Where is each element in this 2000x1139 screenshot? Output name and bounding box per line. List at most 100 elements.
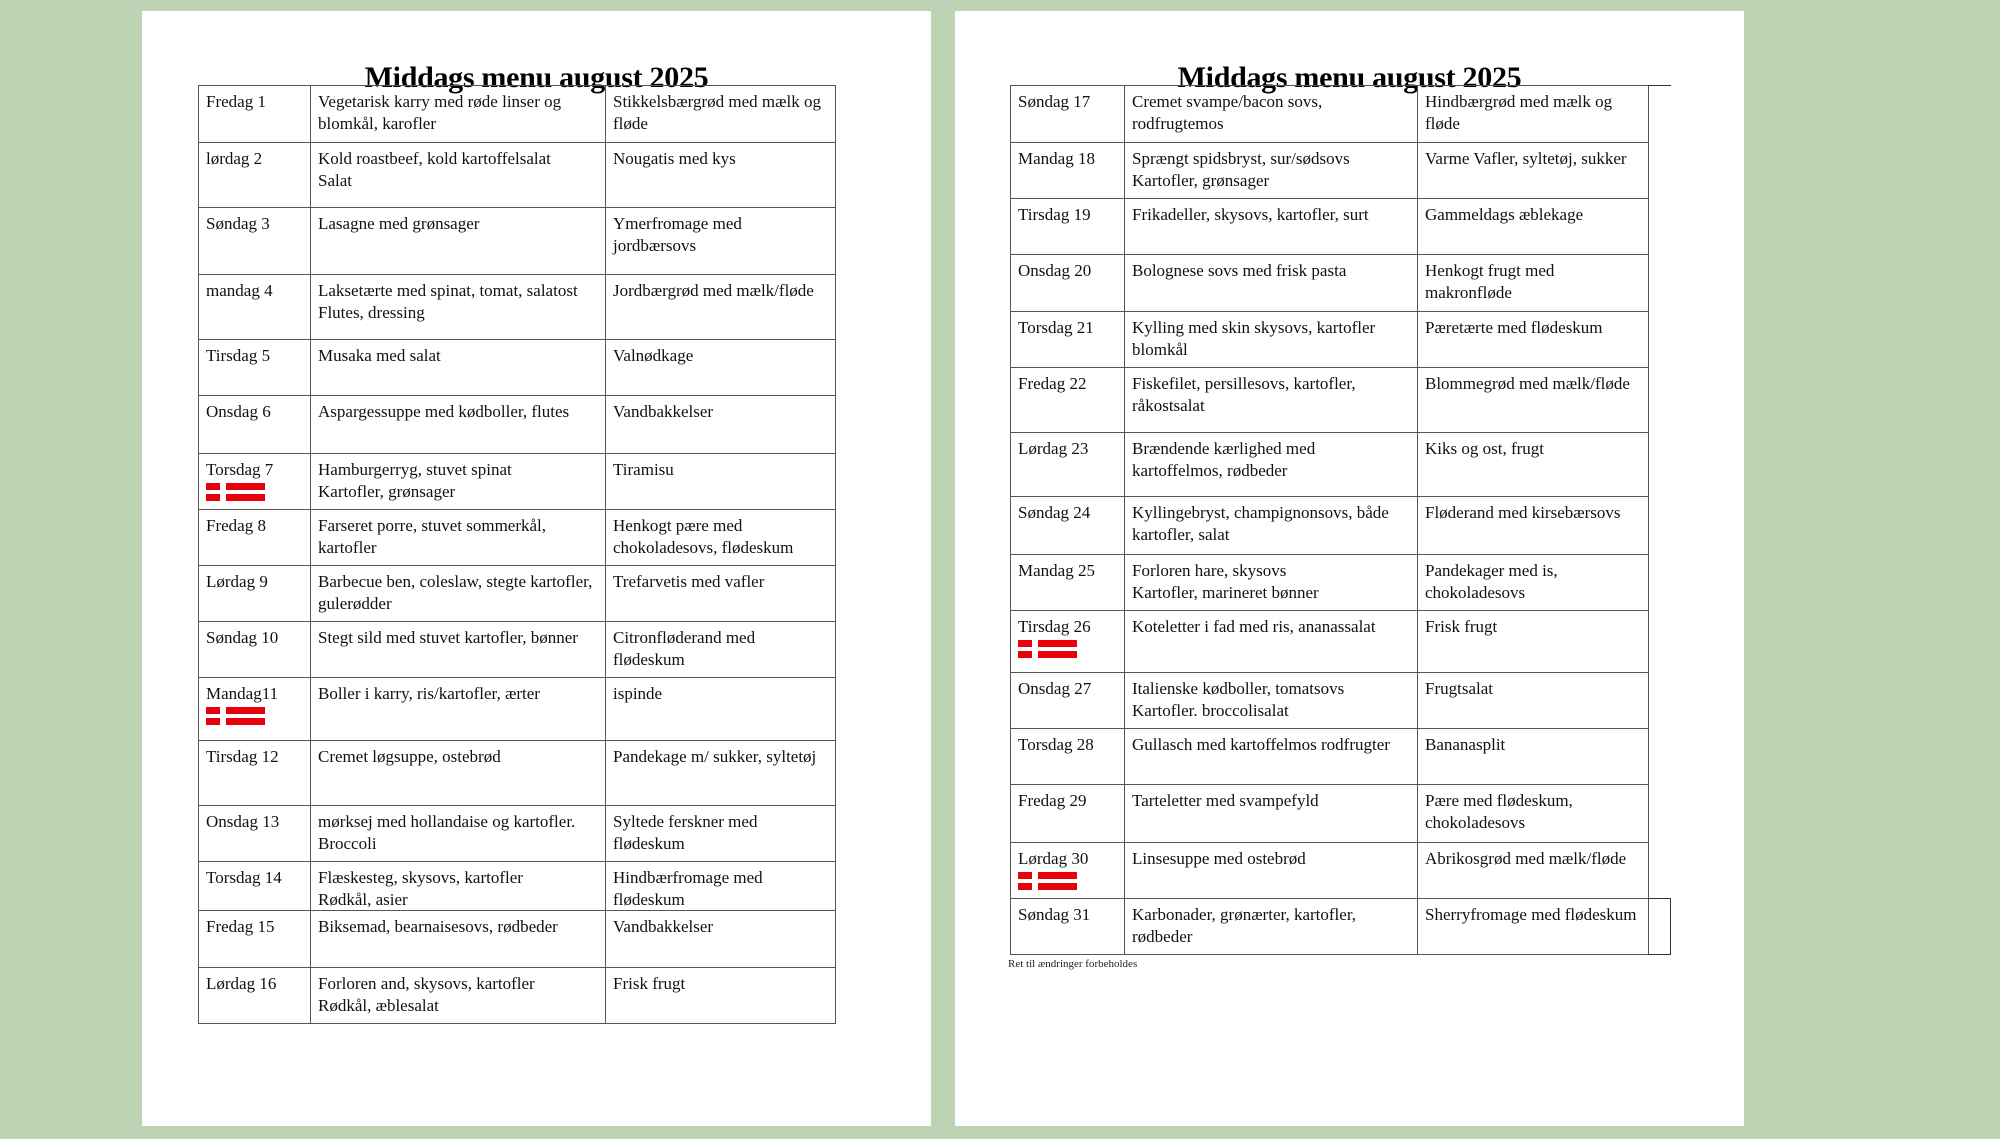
day-cell: Fredag 15: [198, 910, 311, 968]
day-text: Søndag 24: [1018, 503, 1091, 522]
main-text: Fiskefilet, persillesovs, kartofler, råk…: [1132, 374, 1356, 415]
table-row: Fredag 8 Farseret porre, stuvet sommerkål…: [198, 509, 836, 566]
table-row: Søndag 24 Kyllingebryst, champignonsovs, …: [1010, 496, 1649, 555]
main-course-cell: Frikadeller, skysovs, kartofler, surt: [1124, 198, 1418, 255]
dessert-text: Frisk frugt: [1425, 617, 1498, 636]
dessert-text: Trefarvetis med vafler: [613, 572, 765, 591]
main-course-cell: Boller i karry, ris/kartofler, ærter: [310, 677, 606, 741]
day-text: Onsdag 20: [1018, 261, 1092, 280]
day-text: Torsdag 14: [206, 868, 282, 887]
day-cell: Tirsdag 19: [1010, 198, 1125, 255]
day-cell: Torsdag 7: [198, 453, 311, 510]
day-text: Mandag 25: [1018, 561, 1095, 580]
main-text: Farseret porre, stuvet sommerkål, kartof…: [318, 516, 547, 557]
day-cell: Søndag 10: [198, 621, 311, 678]
day-text: Lørdag 9: [206, 572, 268, 591]
dessert-cell: Syltede ferskner med flødeskum: [605, 805, 836, 862]
main-course-cell: Forloren and, skysovs, kartofler Rødkål,…: [310, 967, 606, 1024]
day-cell: Torsdag 21: [1010, 311, 1125, 368]
main-text: Boller i karry, ris/kartofler, ærter: [318, 684, 540, 703]
dessert-text: Pandekage m/ sukker, syltetøj: [613, 747, 817, 766]
table-row: Lørdag 16 Forloren and, skysovs, kartofle…: [198, 967, 836, 1024]
menu-table: Søndag 17 Cremet svampe/bacon sovs, rodfr…: [1010, 85, 1649, 955]
main-course-cell: Kylling med skin skysovs, kartofler blom…: [1124, 311, 1418, 368]
day-text: Fredag 8: [206, 516, 266, 535]
dessert-cell: Frugtsalat: [1417, 672, 1649, 729]
day-cell: Onsdag 13: [198, 805, 311, 862]
dessert-cell: Nougatis med kys: [605, 142, 836, 208]
dessert-cell: ispinde: [605, 677, 836, 741]
table-row: Fredag 29 Tarteletter med svampefyld Pære …: [1010, 784, 1649, 843]
main-course-cell: Karbonader, grønærter, kartofler, rødbed…: [1124, 898, 1418, 955]
dessert-text: Fløderand med kirsebærsovs: [1425, 503, 1621, 522]
day-cell: Fredag 29: [1010, 784, 1125, 843]
dessert-text: Vandbakkelser: [613, 402, 714, 421]
dessert-text: Blommegrød med mælk/fløde: [1425, 374, 1630, 393]
day-cell: Søndag 31: [1010, 898, 1125, 955]
main-text: Barbecue ben, coleslaw, stegte kartofler…: [318, 572, 593, 613]
dessert-cell: Bananasplit: [1417, 728, 1649, 785]
day-text: Onsdag 13: [206, 812, 280, 831]
main-course-cell: Lasagne med grønsager: [310, 207, 606, 275]
day-cell: Lørdag 23: [1010, 432, 1125, 497]
dessert-cell: Fløderand med kirsebærsovs: [1417, 496, 1649, 555]
dessert-cell: Henkogt pære med chokoladesovs, flødesku…: [605, 509, 836, 566]
table-row: Onsdag 20 Bolognese sovs med frisk pasta H…: [1010, 254, 1649, 312]
day-cell: Mandag 18: [1010, 142, 1125, 199]
main-course-cell: Farseret porre, stuvet sommerkål, kartof…: [310, 509, 606, 566]
dessert-cell: Varme Vafler, syltetøj, sukker: [1417, 142, 1649, 199]
dessert-cell: Pandekage m/ sukker, syltetøj: [605, 740, 836, 806]
footnote: Ret til ændringer forbeholdes: [1008, 958, 1138, 970]
day-text: Fredag 29: [1018, 791, 1087, 810]
table-row: Søndag 3 Lasagne med grønsager Ymerfromage…: [198, 207, 836, 275]
dessert-cell: Citronfløderand med flødeskum: [605, 621, 836, 678]
day-text: Søndag 10: [206, 628, 279, 647]
main-text: Stegt sild med stuvet kartofler, bønner: [318, 628, 578, 647]
main-text: Koteletter i fad med ris, ananassalat: [1132, 617, 1376, 636]
dessert-text: Abrikosgrød med mælk/fløde: [1425, 849, 1627, 868]
main-course-cell: Vegetarisk karry med røde linser og blom…: [310, 85, 606, 143]
table-edge-box: [1648, 898, 1671, 955]
day-cell: Torsdag 28: [1010, 728, 1125, 785]
main-text: Italienske kødboller, tomatsovs Kartofle…: [1132, 679, 1345, 720]
dessert-cell: Frisk frugt: [605, 967, 836, 1024]
main-course-cell: Kyllingebryst, champignonsovs, både kart…: [1124, 496, 1418, 555]
dessert-text: Pære med flødeskum, chokoladesovs: [1425, 791, 1573, 832]
dessert-text: Kiks og ost, frugt: [1425, 439, 1544, 458]
main-course-cell: Aspargessuppe med kødboller, flutes: [310, 395, 606, 454]
main-text: Cremet løgsuppe, ostebrød: [318, 747, 501, 766]
main-text: Cremet svampe/bacon sovs, rodfrugtemos: [1132, 92, 1323, 133]
table-row: Torsdag 14 Flæskesteg, skysovs, kartofler…: [198, 861, 836, 911]
table-row: Tirsdag 12 Cremet løgsuppe, ostebrød Pande…: [198, 740, 836, 806]
table-row: Tirsdag 5 Musaka med salat Valnødkage: [198, 339, 836, 396]
main-course-cell: mørksej med hollandaise og kartofler. Br…: [310, 805, 606, 862]
main-text: Musaka med salat: [318, 346, 441, 365]
dessert-text: Vandbakkelser: [613, 917, 714, 936]
day-text: mandag 4: [206, 281, 273, 300]
main-course-cell: Sprængt spidsbryst, sur/sødsovs Kartofle…: [1124, 142, 1418, 199]
table-row: Tirsdag 26 Koteletter i fad med ris, anan…: [1010, 610, 1649, 673]
menu-page-1: Middags menu august 2025 Fredag 1 Vegetar…: [142, 11, 931, 1126]
main-course-cell: Cremet svampe/bacon sovs, rodfrugtemos: [1124, 85, 1418, 143]
main-text: Aspargessuppe med kødboller, flutes: [318, 402, 570, 421]
main-text: Karbonader, grønærter, kartofler, rødbed…: [1132, 905, 1357, 946]
table-row: Lørdag 30 Linsesuppe med ostebrød Abrikosg…: [1010, 842, 1649, 899]
dessert-text: Hindbærgrød med mælk og fløde: [1425, 92, 1613, 133]
dessert-text: Ymerfromage med jordbærsovs: [613, 214, 742, 255]
table-edge-line: [1648, 85, 1671, 86]
dessert-cell: Ymerfromage med jordbærsovs: [605, 207, 836, 275]
day-cell: Onsdag 6: [198, 395, 311, 454]
main-text: Frikadeller, skysovs, kartofler, surt: [1132, 205, 1369, 224]
main-course-cell: Italienske kødboller, tomatsovs Kartofle…: [1124, 672, 1418, 729]
dessert-cell: Blommegrød med mælk/fløde: [1417, 367, 1649, 433]
day-text: Fredag 15: [206, 917, 275, 936]
main-course-cell: Musaka med salat: [310, 339, 606, 396]
day-cell: Tirsdag 5: [198, 339, 311, 396]
day-text: Lørdag 16: [206, 974, 277, 993]
dessert-text: Hindbærfromage med flødeskum: [613, 868, 763, 909]
day-text: lørdag 2: [206, 149, 263, 168]
main-course-cell: Brændende kærlighed med kartoffelmos, rø…: [1124, 432, 1418, 497]
day-text: Mandag 18: [1018, 149, 1095, 168]
main-text: Hamburgerryg, stuvet spinat Kartofler, g…: [318, 460, 512, 501]
main-course-cell: Forloren hare, skysovs Kartofler, marine…: [1124, 554, 1418, 611]
